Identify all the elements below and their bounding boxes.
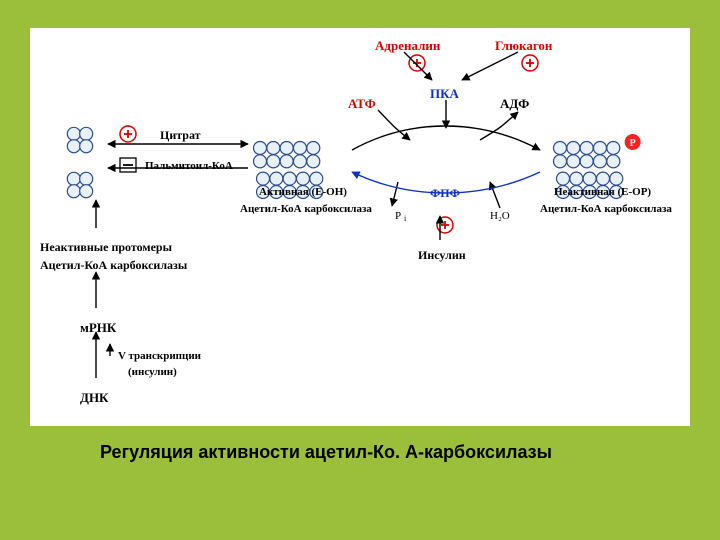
svg-text:P: P: [630, 138, 636, 149]
label-palmitoyl: Пальмитоил-КоА: [145, 160, 233, 172]
label-active: Активная (Е-ОН): [259, 186, 347, 198]
slide-stage: P Регуляция активности ацетил-Ко. А-карб…: [0, 0, 720, 540]
label-adrenaline: Адреналин: [375, 38, 440, 54]
label-inact_prot: Неактивные протомеры: [40, 240, 172, 255]
label-glucagon: Глюкагон: [495, 38, 552, 54]
label-trans2: (инсулин): [128, 366, 177, 378]
label-acc2: Ацетил-КоА карбоксилаза: [540, 203, 672, 215]
label-citrate: Цитрат: [160, 128, 201, 143]
label-atp: АТФ: [348, 96, 376, 112]
label-adp: АДФ: [500, 96, 529, 112]
label-pi: P: [395, 210, 401, 222]
label-inactive: Неактивная (Е-ОР): [554, 186, 651, 198]
label-insulin: Инсулин: [418, 248, 466, 263]
label-mrna: мРНК: [80, 320, 116, 336]
label-acc3: Ацетил-КоА карбоксилазы: [40, 258, 187, 273]
label-h2o: H₂O: [490, 210, 510, 222]
caption: Регуляция активности ацетил-Ко. А-карбок…: [100, 442, 552, 463]
label-trans: V транскрипции: [118, 350, 201, 362]
label-acc1: Ацетил-КоА карбоксилаза: [240, 203, 372, 215]
label-pka: ПКА: [430, 86, 459, 102]
label-fpf: ФПФ: [430, 186, 460, 201]
label-pi_sub: i: [404, 214, 406, 223]
label-dna: ДНК: [80, 390, 108, 406]
